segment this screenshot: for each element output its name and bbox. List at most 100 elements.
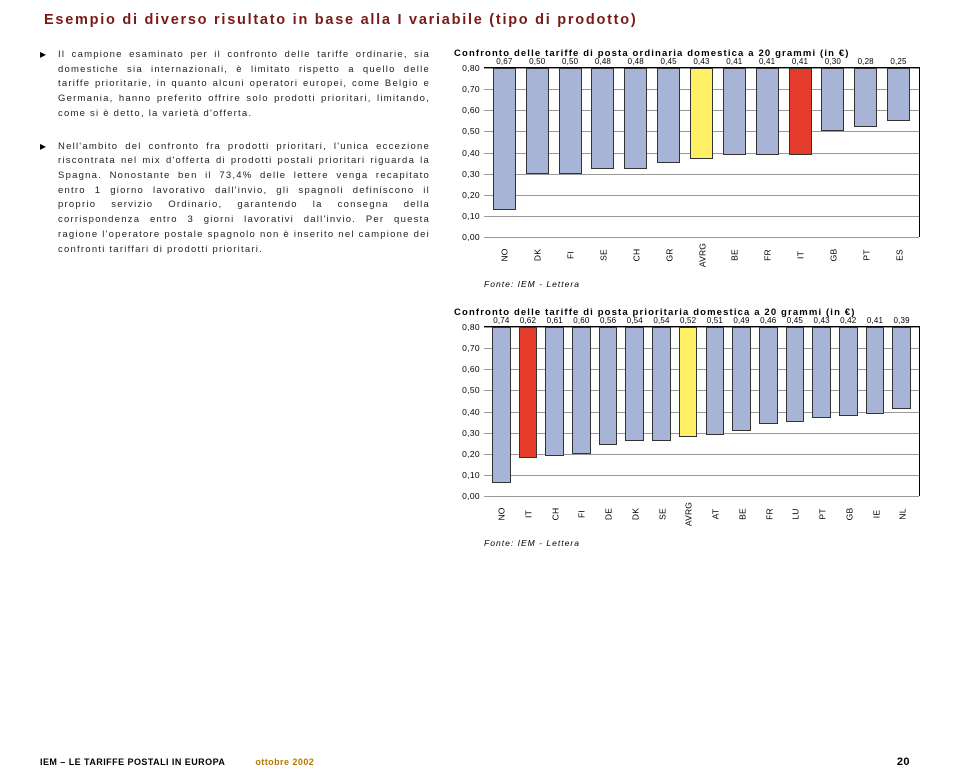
ytick: 0,70 bbox=[462, 84, 480, 94]
bar-slot: 0,39 bbox=[888, 327, 915, 496]
xlabel: GB bbox=[820, 239, 848, 272]
bar-slot: 0,49 bbox=[728, 327, 755, 496]
bar-slot: 0,46 bbox=[755, 327, 782, 496]
bar: 0,43 bbox=[690, 68, 713, 159]
bar: 0,41 bbox=[866, 327, 885, 414]
bar-value-label: 0,48 bbox=[595, 57, 611, 66]
chart1-source: Fonte: IEM - Lettera bbox=[484, 279, 920, 289]
bar-slot: 0,42 bbox=[835, 327, 862, 496]
xlabel: FR bbox=[755, 501, 783, 528]
bar-value-label: 0,30 bbox=[825, 57, 841, 66]
bar: 0,30 bbox=[821, 68, 844, 131]
bar-value-label: 0,50 bbox=[529, 57, 545, 66]
xlabel: PT bbox=[808, 501, 836, 528]
bar-value-label: 0,41 bbox=[759, 57, 775, 66]
bar-value-label: 0,41 bbox=[867, 316, 883, 325]
ytick: 0,20 bbox=[462, 190, 480, 200]
bar-slot: 0,52 bbox=[675, 327, 702, 496]
bar-slot: 0,28 bbox=[849, 68, 882, 237]
bar-slot: 0,54 bbox=[621, 327, 648, 496]
bar: 0,42 bbox=[839, 327, 858, 416]
ytick: 0,50 bbox=[462, 385, 480, 395]
xlabel: DE bbox=[594, 501, 622, 528]
xlabel: SE bbox=[648, 501, 676, 528]
ytick: 0,00 bbox=[462, 232, 480, 242]
xlabel: DK bbox=[523, 239, 551, 272]
xlabel: GR bbox=[655, 239, 683, 272]
xlabel: GB bbox=[835, 501, 863, 528]
xlabel: FR bbox=[754, 239, 782, 272]
bar: 0,50 bbox=[559, 68, 582, 174]
bar-slot: 0,41 bbox=[862, 327, 889, 496]
ytick: 0,30 bbox=[462, 169, 480, 179]
bar-value-label: 0,45 bbox=[661, 57, 677, 66]
bar-slot: 0,48 bbox=[587, 68, 620, 237]
bar: 0,43 bbox=[812, 327, 831, 418]
xlabel: BE bbox=[721, 239, 749, 272]
xlabel: BE bbox=[728, 501, 756, 528]
page-title: Esempio di diverso risultato in base all… bbox=[44, 12, 920, 28]
bar-value-label: 0,62 bbox=[520, 316, 536, 325]
paragraph-2: Nell'ambito del confronto fra prodotti p… bbox=[58, 140, 430, 258]
bar-value-label: 0,60 bbox=[573, 316, 589, 325]
bar-slot: 0,60 bbox=[568, 327, 595, 496]
bar-value-label: 0,28 bbox=[858, 57, 874, 66]
right-column: Confronto delle tariffe di posta ordinar… bbox=[454, 48, 920, 289]
bar: 0,48 bbox=[591, 68, 614, 169]
bar-value-label: 0,41 bbox=[792, 57, 808, 66]
bar-value-label: 0,54 bbox=[653, 316, 669, 325]
bar-value-label: 0,74 bbox=[493, 316, 509, 325]
xlabel: SE bbox=[589, 239, 617, 272]
bar-slot: 0,30 bbox=[816, 68, 849, 237]
bar: 0,41 bbox=[756, 68, 779, 155]
bar: 0,62 bbox=[519, 327, 538, 458]
ytick: 0,40 bbox=[462, 407, 480, 417]
footer-mid: ottobre 2002 bbox=[255, 757, 314, 767]
chart1: 0,000,100,200,300,400,500,600,700,80 0,6… bbox=[484, 67, 920, 237]
bar-slot: 0,56 bbox=[595, 327, 622, 496]
bar-value-label: 0,49 bbox=[733, 316, 749, 325]
bar: 0,45 bbox=[786, 327, 805, 422]
bar-value-label: 0,25 bbox=[890, 57, 906, 66]
xlabel: AVRG bbox=[675, 501, 703, 528]
chart1-title: Confronto delle tariffe di posta ordinar… bbox=[454, 48, 920, 59]
bar-value-label: 0,43 bbox=[813, 316, 829, 325]
xlabel: AVRG bbox=[688, 239, 716, 272]
ytick: 0,10 bbox=[462, 211, 480, 221]
bar-value-label: 0,39 bbox=[894, 316, 910, 325]
xlabel: DK bbox=[621, 501, 649, 528]
bar-slot: 0,43 bbox=[685, 68, 718, 237]
bar-value-label: 0,67 bbox=[496, 57, 512, 66]
bar-value-label: 0,50 bbox=[562, 57, 578, 66]
bar-slot: 0,50 bbox=[521, 68, 554, 237]
ytick: 0,80 bbox=[462, 322, 480, 332]
bar: 0,28 bbox=[854, 68, 877, 127]
bar-slot: 0,67 bbox=[488, 68, 521, 237]
bar-value-label: 0,42 bbox=[840, 316, 856, 325]
bar-slot: 0,41 bbox=[718, 68, 751, 237]
chart1-xaxis: NODKFISECHGRAVRGBEFRITGBPTES bbox=[484, 241, 920, 269]
xlabel: ES bbox=[886, 239, 914, 272]
xlabel: NO bbox=[490, 239, 518, 272]
bar-value-label: 0,61 bbox=[547, 316, 563, 325]
bar: 0,54 bbox=[652, 327, 671, 441]
xlabel: CH bbox=[541, 501, 569, 528]
chart2: 0,000,100,200,300,400,500,600,700,80 0,7… bbox=[484, 326, 920, 496]
bar-value-label: 0,45 bbox=[787, 316, 803, 325]
ytick: 0,80 bbox=[462, 63, 480, 73]
bar-value-label: 0,52 bbox=[680, 316, 696, 325]
xlabel: NO bbox=[487, 501, 515, 528]
xlabel: IT bbox=[787, 239, 815, 272]
chart2-source: Fonte: IEM - Lettera bbox=[484, 538, 920, 548]
footer-page: 20 bbox=[897, 756, 910, 768]
bar: 0,67 bbox=[493, 68, 516, 210]
ytick: 0,00 bbox=[462, 491, 480, 501]
chart2-section: Confronto delle tariffe di posta priorit… bbox=[454, 307, 920, 548]
bar: 0,49 bbox=[732, 327, 751, 431]
chart2-xaxis: NOITCHFIDEDKSEAVRGATBEFRLUPTGBIENL bbox=[484, 500, 920, 528]
left-column: ▸ Il campione esaminato per il confronto… bbox=[40, 48, 430, 289]
bar-slot: 0,41 bbox=[784, 68, 817, 237]
bar-slot: 0,62 bbox=[515, 327, 542, 496]
bar: 0,61 bbox=[545, 327, 564, 456]
bar: 0,54 bbox=[625, 327, 644, 441]
